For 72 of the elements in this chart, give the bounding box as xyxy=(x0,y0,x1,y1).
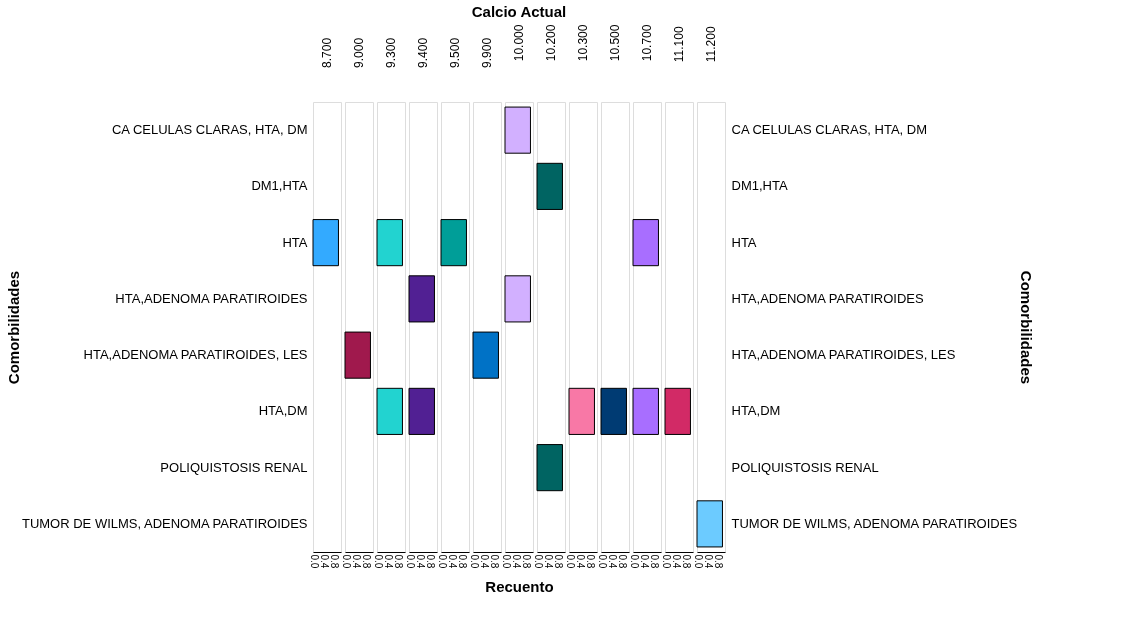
chart-title: 10.500 xyxy=(608,24,622,62)
y2-axis-title: Comorbilidades xyxy=(1017,270,1035,385)
x-tick-label: 0.8 xyxy=(648,554,660,569)
y-tick-label: HTA,ADENOMA PARATIROIDES, LES xyxy=(83,347,308,363)
x-tick-label: 0.8 xyxy=(552,554,564,569)
y-tick-label: HTA,DM xyxy=(258,403,308,419)
chart-title: 10.700 xyxy=(640,24,654,62)
y-tick-label: HTA,ADENOMA PARATIROIDES, LES xyxy=(731,347,956,363)
y-tick-label: POLIQUISTOSIS RENAL xyxy=(160,459,308,475)
x-tick-label: 0.0 xyxy=(660,554,672,569)
x-tick-label: 0.8 xyxy=(456,554,468,569)
x-tick-label: 0.4 xyxy=(414,554,426,569)
y-tick-label: HTA xyxy=(731,234,757,250)
y-tick-label: TUMOR DE WILMS, ADENOMA PARATIROIDES xyxy=(731,515,1018,531)
x-tick-label: 0.4 xyxy=(318,554,330,569)
y-tick-label: CA CELULAS CLARAS, HTA, DM xyxy=(111,122,308,138)
x-tick-label: 0.8 xyxy=(520,554,532,569)
x-tick-label: 0.8 xyxy=(680,554,692,569)
x-tick-label: 0.4 xyxy=(542,554,554,569)
x-tick-label: 0.8 xyxy=(328,554,340,569)
x-tick-label: 0.4 xyxy=(478,554,490,569)
x-tick-label: 0.0 xyxy=(372,554,384,569)
x-axis-title: Recuento xyxy=(485,578,554,596)
chart-title: 9.300 xyxy=(384,37,398,68)
chart-title: 9.400 xyxy=(416,37,430,68)
x-tick-label: 0.0 xyxy=(500,554,512,569)
x-tick-label: 0.0 xyxy=(436,554,448,569)
text: Calcio Actual xyxy=(471,3,567,21)
chart-title: 10.300 xyxy=(576,24,590,62)
x-tick-label: 0.0 xyxy=(628,554,640,569)
y-tick-label: HTA,DM xyxy=(731,403,781,419)
x-tick-label: 0.4 xyxy=(702,554,714,569)
x-tick-label: 0.8 xyxy=(712,554,724,569)
y-tick-label: HTA,ADENOMA PARATIROIDES xyxy=(731,290,924,306)
x-tick-label: 0.8 xyxy=(584,554,596,569)
chart-title: 11.200 xyxy=(704,26,718,63)
chart-title: 9.500 xyxy=(448,37,462,68)
x-tick-label: 0.4 xyxy=(350,554,362,569)
x-tick-label: 0.8 xyxy=(360,554,372,569)
x-tick-label: 0.4 xyxy=(510,554,522,569)
x-tick-label: 0.0 xyxy=(340,554,352,569)
chart-title: 9.000 xyxy=(352,37,366,68)
x-tick-label: 0.4 xyxy=(382,554,394,569)
x-tick-label: 0.0 xyxy=(532,554,544,569)
y-tick-label: HTA xyxy=(282,234,308,250)
x-tick-label: 0.4 xyxy=(574,554,586,569)
chart-title: 9.900 xyxy=(480,37,494,68)
x-tick-label: 0.4 xyxy=(670,554,682,569)
x-tick-label: 0.4 xyxy=(606,554,618,569)
x-tick-label: 0.0 xyxy=(692,554,704,569)
y-tick-label: DM1,HTA xyxy=(251,178,308,194)
x-tick-label: 0.0 xyxy=(596,554,608,569)
chart-title: 10.000 xyxy=(512,24,526,62)
x-tick-label: 0.8 xyxy=(424,554,436,569)
y-tick-label: TUMOR DE WILMS, ADENOMA PARATIROIDES xyxy=(21,515,308,531)
x-tick-label: 0.8 xyxy=(488,554,500,569)
y-tick-label: HTA,ADENOMA PARATIROIDES xyxy=(115,290,308,306)
x-tick-label: 0.0 xyxy=(468,554,480,569)
y-tick-label: CA CELULAS CLARAS, HTA, DM xyxy=(731,122,928,138)
x-tick-label: 0.0 xyxy=(404,554,416,569)
x-tick-label: 0.0 xyxy=(308,554,320,569)
y-axis-title: Comorbilidades xyxy=(4,270,22,385)
chart-title: 10.200 xyxy=(544,24,558,62)
chart-title: 11.100 xyxy=(672,26,686,63)
x-tick-label: 0.8 xyxy=(616,554,628,569)
x-tick-label: 0.4 xyxy=(446,554,458,569)
y-tick-label: POLIQUISTOSIS RENAL xyxy=(731,459,879,475)
x-tick-label: 0.0 xyxy=(564,554,576,569)
y-tick-label: DM1,HTA xyxy=(731,178,788,194)
chart-title: 8.700 xyxy=(320,37,334,68)
x-tick-label: 0.4 xyxy=(638,554,650,569)
x-tick-label: 0.8 xyxy=(392,554,404,569)
